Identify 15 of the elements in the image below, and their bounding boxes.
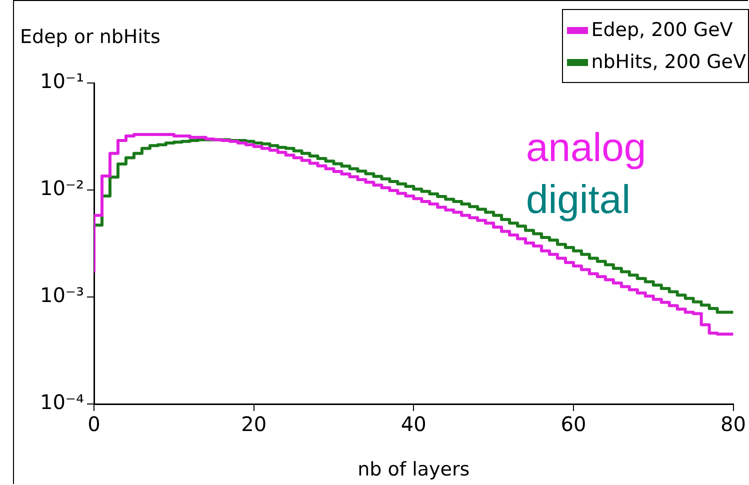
y-tick-label: 10⁻⁴: [40, 390, 84, 414]
y-tick-label: 10⁻³: [40, 283, 84, 308]
x-tick-label: 0: [88, 412, 100, 436]
annotation: analog: [526, 126, 646, 170]
legend-label: Edep, 200 GeV: [591, 19, 733, 41]
y-tick-label: 10⁻¹: [40, 69, 84, 94]
x-tick-label: 60: [560, 412, 586, 436]
x-axis-title: nb of layers: [358, 458, 470, 481]
x-tick-label: 40: [400, 412, 426, 436]
legend-label: nbHits, 200 GeV: [591, 51, 746, 73]
y-axis-title: Edep or nbHits: [20, 26, 160, 48]
x-tick-label: 80: [720, 412, 746, 436]
y-tick-label: 10⁻²: [40, 176, 84, 200]
annotation: digital: [526, 178, 631, 222]
x-tick-label: 20: [241, 412, 267, 436]
